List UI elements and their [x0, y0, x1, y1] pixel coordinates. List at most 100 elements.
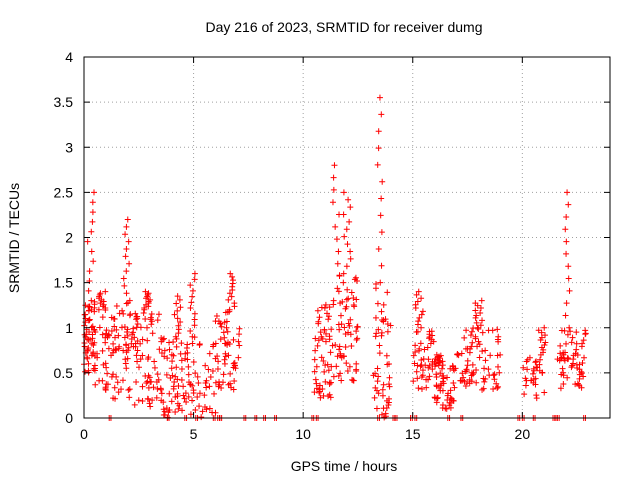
- data-point: [447, 387, 454, 394]
- data-point: [319, 335, 326, 342]
- data-point: [466, 380, 473, 387]
- data-point: [568, 339, 575, 346]
- data-point: [347, 204, 354, 211]
- data-point: [424, 344, 431, 351]
- data-point: [337, 300, 344, 307]
- data-point: [99, 377, 106, 384]
- data-point: [179, 407, 186, 414]
- data-point: [378, 111, 385, 118]
- data-point: [378, 262, 385, 269]
- x-tick-label: 15: [405, 426, 421, 442]
- data-point: [534, 364, 541, 371]
- data-point: [89, 199, 96, 206]
- data-point: [560, 381, 567, 388]
- data-point: [410, 352, 417, 359]
- data-point: [451, 367, 458, 374]
- data-point: [123, 349, 130, 356]
- data-point: [124, 355, 131, 362]
- data-point: [374, 365, 381, 372]
- data-point: [417, 340, 424, 347]
- data-point: [439, 358, 446, 365]
- data-point: [126, 386, 133, 393]
- data-point: [384, 328, 391, 335]
- data-point: [170, 385, 177, 392]
- data-point: [189, 333, 196, 340]
- data-point: [89, 331, 96, 338]
- data-point: [142, 372, 149, 379]
- data-point: [447, 404, 454, 411]
- data-point: [174, 390, 181, 397]
- data-point: [177, 304, 184, 311]
- data-point: [149, 330, 156, 337]
- data-point: [228, 384, 235, 391]
- data-point: [579, 359, 586, 366]
- data-point: [473, 312, 480, 319]
- data-point: [156, 346, 163, 353]
- data-point: [135, 364, 142, 371]
- data-point: [338, 321, 345, 328]
- data-point: [493, 380, 500, 387]
- data-point: [172, 394, 179, 401]
- data-point: [380, 381, 387, 388]
- chart-title: Day 216 of 2023, SRMTID for receiver dum…: [205, 19, 482, 35]
- x-tick-labels: 0 5 10 15 20: [80, 426, 530, 442]
- data-point: [437, 352, 444, 359]
- data-point: [123, 300, 130, 307]
- data-point: [206, 350, 213, 357]
- data-point: [86, 268, 93, 275]
- data-point: [164, 355, 171, 362]
- data-point: [318, 354, 325, 361]
- data-point: [340, 211, 347, 218]
- data-point: [139, 352, 146, 359]
- data-point: [134, 347, 141, 354]
- data-point: [90, 258, 97, 265]
- data-point: [375, 245, 382, 252]
- data-point: [416, 314, 423, 321]
- data-point: [326, 333, 333, 340]
- data-point: [160, 399, 167, 406]
- data-point: [199, 408, 206, 415]
- data-point: [336, 326, 343, 333]
- data-point: [187, 328, 194, 335]
- data-point: [227, 270, 234, 277]
- data-point: [423, 384, 430, 391]
- data-point: [108, 373, 115, 380]
- data-point: [485, 366, 492, 373]
- data-point: [322, 301, 329, 308]
- data-point: [85, 287, 92, 294]
- data-point: [573, 329, 580, 336]
- data-point: [185, 363, 192, 370]
- data-point: [189, 287, 196, 294]
- data-point: [414, 375, 421, 382]
- data-point: [530, 370, 536, 377]
- data-point: [384, 289, 391, 296]
- data-point: [137, 340, 144, 347]
- data-point: [322, 338, 329, 345]
- data-point: [99, 331, 106, 338]
- data-point: [226, 306, 233, 313]
- data-point: [182, 350, 189, 357]
- data-point: [376, 94, 383, 101]
- data-point: [320, 392, 327, 399]
- data-point: [92, 381, 99, 388]
- data-point: [343, 303, 350, 310]
- data-point: [469, 339, 476, 346]
- data-point: [353, 360, 360, 367]
- data-point: [160, 406, 167, 413]
- data-point: [221, 334, 228, 341]
- data-point: [170, 338, 177, 345]
- data-point: [168, 398, 175, 405]
- data-point: [236, 325, 243, 332]
- data-point: [81, 311, 88, 318]
- data-point: [190, 359, 197, 366]
- data-point: [574, 351, 581, 358]
- data-point: [313, 363, 320, 370]
- data-point: [412, 301, 419, 308]
- data-point: [558, 371, 565, 378]
- data-point: [353, 367, 360, 374]
- data-point: [341, 324, 348, 331]
- data-point: [120, 347, 127, 354]
- data-point: [563, 300, 570, 307]
- data-point: [385, 399, 392, 406]
- data-point: [318, 304, 325, 311]
